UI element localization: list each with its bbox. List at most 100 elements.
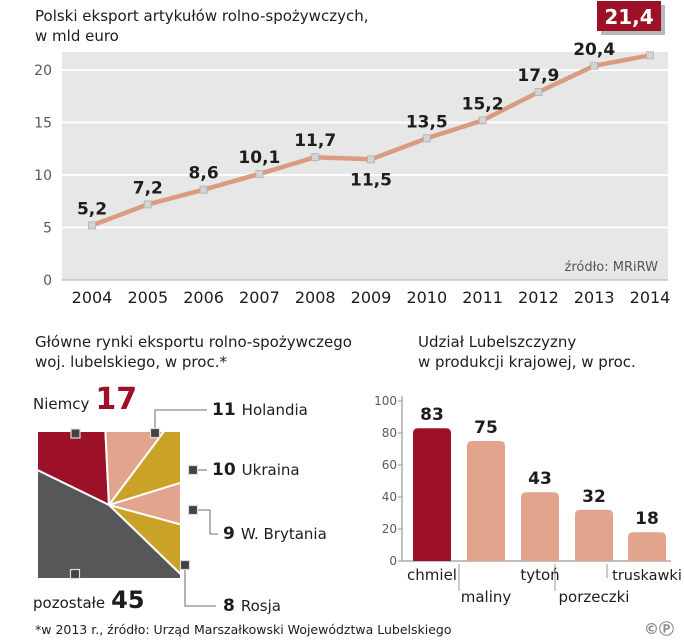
bar-chart-title: Udział Lubelszczyzny w produkcji krajowe… <box>418 332 636 372</box>
bar-3 <box>575 509 613 561</box>
data-point <box>422 134 431 143</box>
pie-slice-5 <box>38 469 180 578</box>
line-chart: 0 5 10 15 20 źródło: MRiRW 2004 5,2 2005 7,2 2006 8… <box>34 1 670 307</box>
data-point <box>590 61 599 70</box>
pie-slice-2 <box>106 432 180 507</box>
point-label: 17,9 <box>517 66 559 86</box>
pie-label-ukraina-name: Ukraina <box>241 461 300 479</box>
pie-connector-line <box>154 409 207 429</box>
bar-1 <box>467 441 505 561</box>
y-tick-label: 20 <box>34 63 52 79</box>
bar-y-tick-label: 40 <box>382 490 397 504</box>
bar-value-label: 18 <box>635 509 659 529</box>
pie-marker <box>70 428 81 439</box>
data-point <box>199 185 208 194</box>
bar-value-label: 32 <box>582 487 606 507</box>
x-tick-label: 2007 <box>239 288 280 307</box>
pie-label-niemcy-name: Niemcy <box>33 395 90 413</box>
y-tick-label: 10 <box>34 168 52 184</box>
x-tick-label: 2008 <box>295 288 336 307</box>
source-label: źródło: MRiRW <box>565 260 659 275</box>
y-tick-label: 0 <box>43 273 52 289</box>
line-chart-title: Polski eksport artykułów rolno-spożywczy… <box>35 6 368 46</box>
bar-value-label: 83 <box>420 405 444 425</box>
line-plot-area <box>62 52 668 280</box>
line-chart-title-line1: Polski eksport artykułów rolno-spożywczy… <box>35 7 369 25</box>
bar-chart-title-line1: Udział Lubelszczyzny <box>418 333 577 351</box>
pie-label-pozostale-value: 45 <box>111 586 145 614</box>
pie-chart-title: Główne rynki eksportu rolno-spożywczego … <box>35 332 352 372</box>
bar-y-tick-label: 0 <box>389 554 397 568</box>
bar-category-label: truskawki <box>612 568 682 584</box>
pie-label-wbrytania-name: W. Brytania <box>240 525 327 543</box>
point-label: 20,4 <box>573 40 615 60</box>
pie-marker <box>187 464 199 476</box>
point-label: 8,6 <box>189 164 219 184</box>
pie-label-ukraina: 10 Ukraina <box>212 460 300 480</box>
bar-y-tick-label: 80 <box>382 426 397 440</box>
line-chart-title-line2: w mld euro <box>35 27 119 45</box>
pie-marker <box>179 559 191 571</box>
data-point <box>367 155 375 164</box>
bar-y-tick-label: 20 <box>382 522 397 536</box>
bar-2 <box>521 492 559 561</box>
point-label: 7,2 <box>133 178 163 198</box>
x-tick-label: 2011 <box>462 288 503 307</box>
point-label: 10,1 <box>238 148 280 168</box>
point-label: 11,7 <box>294 131 336 151</box>
bar-chart: 0 20 40 60 80 100 83 chmiel 75 maliny 43 tytoń 32 por… <box>375 394 682 606</box>
pie-marker <box>149 427 161 439</box>
pie-label-holandia-value: 11 <box>212 400 236 420</box>
pie-label-niemcy: Niemcy 17 <box>33 382 137 417</box>
x-tick-label: 2006 <box>183 288 224 307</box>
point-label: 11,5 <box>350 170 392 190</box>
pie-label-rosja-value: 8 <box>223 596 235 616</box>
bar-category-label: porzeczki <box>559 588 630 606</box>
highlight-value: 21,4 <box>604 5 653 29</box>
data-point <box>255 169 264 178</box>
pie-connector-line <box>198 509 218 535</box>
x-tick-label: 2005 <box>127 288 168 307</box>
copyright-icons: ©Ⓟ <box>643 620 674 638</box>
bar-category-label: chmiel <box>407 566 457 584</box>
pie-chart-section: Główne rynki eksportu rolno-spożywczego … <box>0 330 362 622</box>
bar-0 <box>413 428 451 561</box>
pie-label-holandia: 11 Holandia <box>212 400 308 420</box>
bar-category-label: maliny <box>461 588 512 606</box>
y-tick-label: 15 <box>34 116 52 132</box>
bar-value-label: 43 <box>528 469 552 489</box>
pie-label-rosja: 8 Rosja <box>223 596 281 616</box>
data-point <box>534 88 543 96</box>
bar-value-label: 75 <box>474 418 498 438</box>
pie-slice-0 <box>38 432 111 507</box>
bar-y-tick-label: 100 <box>375 394 397 408</box>
pie-slice-3 <box>105 481 180 526</box>
pie-label-wbrytania-value: 9 <box>223 524 235 544</box>
data-point <box>478 116 487 125</box>
pie-label-holandia-name: Holandia <box>241 401 308 419</box>
x-tick-label: 2013 <box>574 288 615 307</box>
y-tick-label: 5 <box>43 221 52 237</box>
x-tick-label: 2010 <box>406 288 447 307</box>
bar-category-label: tytoń <box>520 566 559 584</box>
pie-chart <box>38 409 218 607</box>
pie-connector-line <box>184 570 216 607</box>
data-point <box>143 200 152 209</box>
bar-chart-title-line2: w produkcji krajowej, w proc. <box>418 353 636 371</box>
highlight-box <box>597 1 661 31</box>
x-tick-label: 2012 <box>518 288 559 307</box>
pie-label-wbrytania: 9 W. Brytania <box>223 524 327 544</box>
point-label: 13,5 <box>406 112 448 132</box>
point-label: 15,2 <box>462 94 504 114</box>
pie-chart-title-line1: Główne rynki eksportu rolno-spożywczego <box>35 333 352 351</box>
bar-y-tick-label: 60 <box>382 458 397 472</box>
x-tick-label: 2004 <box>72 288 113 307</box>
footer-note: *w 2013 r., źródło: Urząd Marszałkowski … <box>35 622 452 637</box>
pie-label-rosja-name: Rosja <box>240 597 281 615</box>
pie-label-pozostale: pozostałe 45 <box>33 586 145 614</box>
pie-marker <box>187 504 199 516</box>
x-tick-label: 2009 <box>351 288 392 307</box>
pie-label-pozostale-name: pozostałe <box>33 594 106 612</box>
data-point <box>646 51 654 60</box>
